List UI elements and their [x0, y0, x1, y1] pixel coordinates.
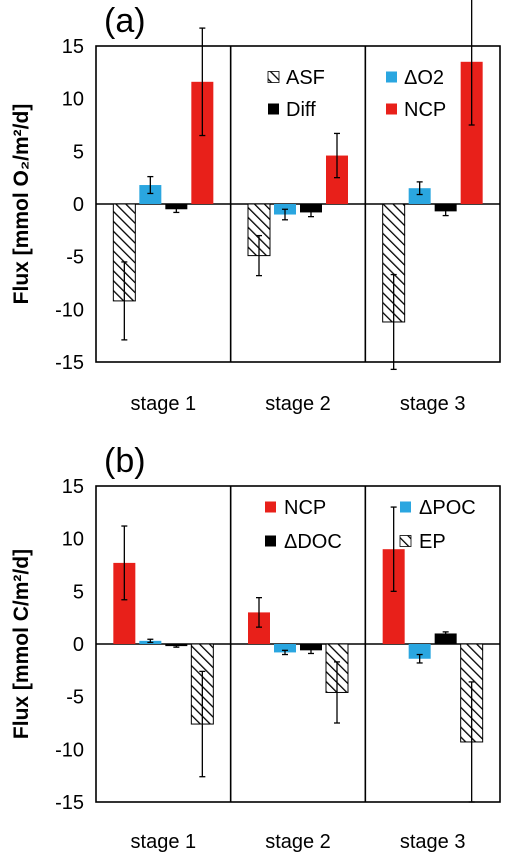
y-tick-label: 0: [73, 634, 84, 656]
y-tick-label: -15: [55, 352, 84, 374]
y-tick-label: 5: [73, 141, 84, 163]
legend-label: Diff: [286, 99, 316, 121]
bar: [191, 81, 214, 204]
legend-swatch: [265, 501, 276, 513]
legend-label: ΔPOC: [419, 497, 476, 519]
x-category-label: stage 2: [265, 393, 331, 415]
legend-label: NCP: [404, 99, 446, 121]
bar: [113, 562, 136, 644]
x-category-label: stage 3: [400, 831, 466, 853]
bar: [326, 155, 348, 204]
bar: [408, 644, 431, 659]
panel-b: (b) Flux [mmol C/m²/d] -15 -10 -5 0 5 10 15 stage…: [10, 442, 501, 853]
legend-swatch: [386, 71, 397, 83]
bar: [382, 549, 405, 644]
y-tick-label: 15: [62, 36, 84, 58]
legend-swatch: [265, 535, 276, 547]
legend-swatch: [386, 103, 397, 115]
legend-label: NCP: [284, 497, 326, 519]
legend-label: ΔO2: [404, 67, 444, 89]
y-tick-label: -5: [66, 687, 84, 709]
y-axis-label: Flux [mmol O₂/m²/d]: [10, 104, 33, 305]
bar: [460, 61, 483, 204]
bar: [248, 612, 270, 644]
bar: [139, 185, 162, 204]
y-tick-label: -15: [55, 792, 84, 814]
legend-label: EP: [419, 531, 446, 553]
legend-swatch: [399, 535, 412, 547]
x-category-label: stage 1: [131, 393, 197, 415]
y-tick-label: 15: [62, 476, 84, 498]
y-tick-label: 10: [62, 529, 84, 551]
y-tick-label: -10: [55, 739, 84, 761]
panel-label: (b): [104, 442, 146, 480]
bar: [434, 633, 457, 644]
y-tick-label: -5: [66, 247, 84, 269]
x-category-label: stage 3: [400, 393, 466, 415]
panel-a: (a) Flux [mmol O₂/m²/d] -15 -10 -5 0 5 10 15 stag…: [10, 0, 501, 415]
bar: [274, 644, 296, 653]
y-tick-label: 0: [73, 194, 84, 216]
y-tick-label: -10: [55, 299, 84, 321]
x-category-label: stage 2: [265, 831, 331, 853]
bar: [408, 188, 431, 204]
y-axis-label: Flux [mmol C/m²/d]: [10, 549, 33, 739]
legend-swatch: [400, 501, 411, 513]
y-tick-label: 5: [73, 581, 84, 603]
x-category-label: stage 1: [131, 831, 197, 853]
legend-label: ASF: [286, 67, 325, 89]
legend-swatch: [268, 103, 279, 115]
panel-label: (a): [104, 2, 146, 40]
y-tick-label: 10: [62, 89, 84, 111]
legend-swatch: [267, 71, 280, 83]
legend-label: ΔDOC: [284, 531, 342, 553]
